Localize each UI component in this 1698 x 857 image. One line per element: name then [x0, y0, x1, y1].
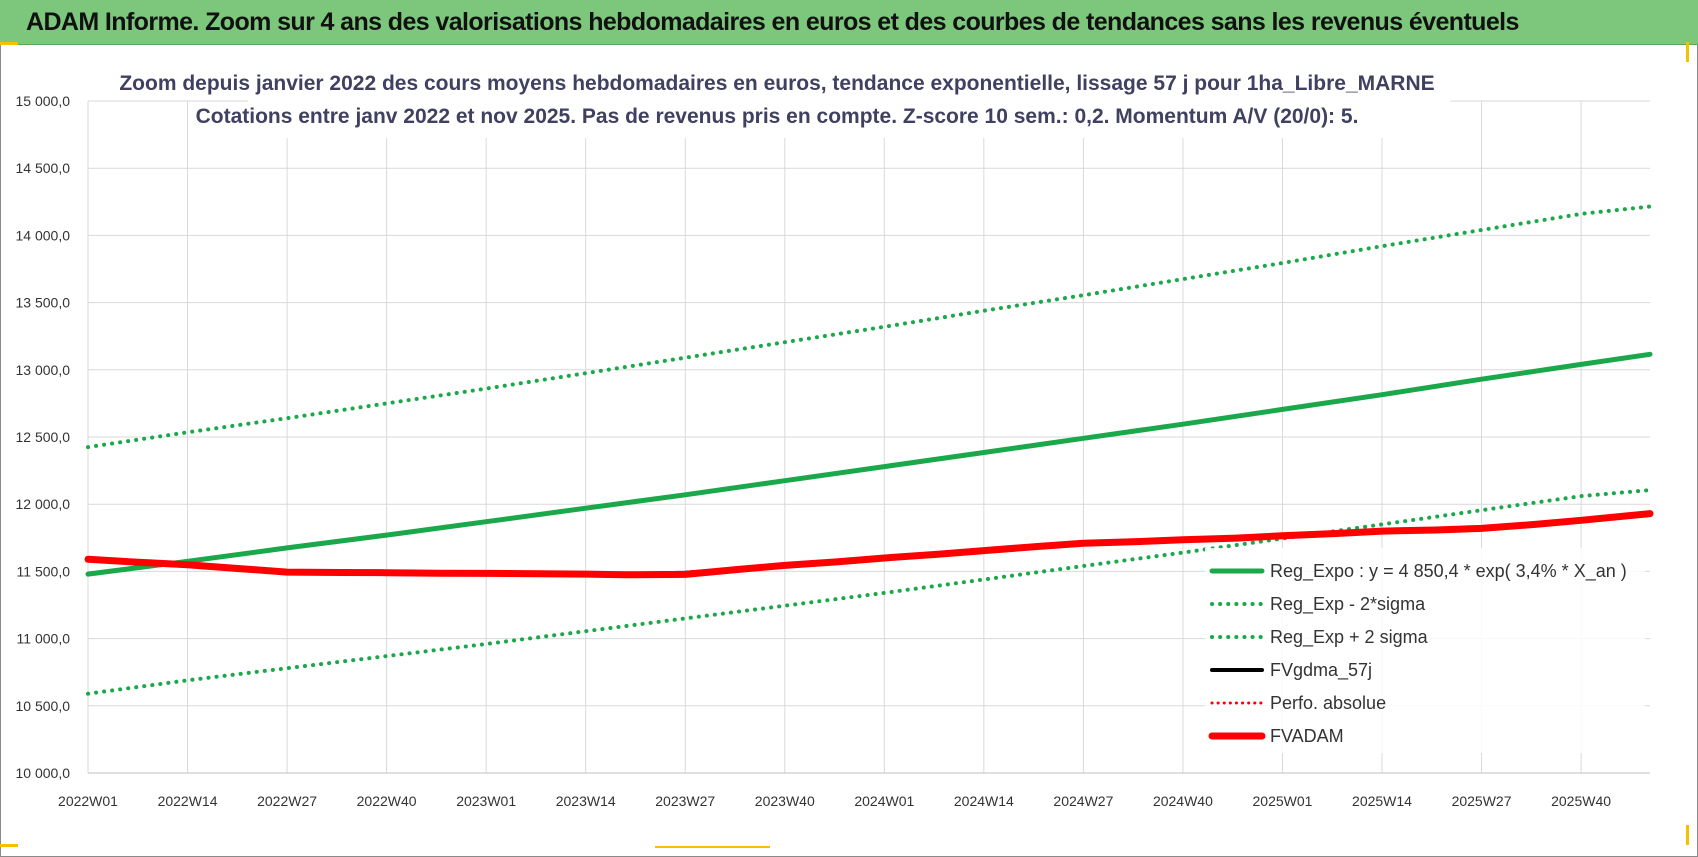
chart-title-line: Zoom depuis janvier 2022 des cours moyen… [119, 72, 1434, 95]
x-tick-label: 2022W01 [58, 793, 118, 809]
x-tick-label: 2022W27 [257, 793, 317, 809]
y-tick-label: 15 000,0 [16, 93, 71, 109]
x-tick-label: 2023W01 [456, 793, 516, 809]
x-tick-label: 2025W14 [1352, 793, 1412, 809]
y-tick-label: 10 500,0 [16, 698, 71, 714]
title-banner: ADAM Informe. Zoom sur 4 ans des valoris… [0, 0, 1698, 45]
y-tick-label: 10 000,0 [16, 765, 71, 781]
legend-label: Reg_Exp + 2 sigma [1270, 627, 1429, 648]
y-tick-label: 13 500,0 [16, 295, 71, 311]
x-tick-label: 2023W40 [755, 793, 815, 809]
x-tick-label: 2024W14 [954, 793, 1014, 809]
legend-label: Reg_Expo : y = 4 850,4 * exp( 3,4% * X_a… [1270, 561, 1627, 582]
y-tick-label: 12 000,0 [16, 496, 71, 512]
x-tick-label: 2023W14 [556, 793, 616, 809]
x-tick-label: 2024W27 [1053, 793, 1113, 809]
y-tick-label: 14 000,0 [16, 227, 71, 243]
y-tick-label: 14 500,0 [16, 160, 71, 176]
x-tick-label: 2024W01 [854, 793, 914, 809]
banner-title: ADAM Informe. Zoom sur 4 ans des valoris… [26, 8, 1519, 36]
series-line [84, 510, 1654, 579]
corner-mark-tr [1686, 42, 1689, 62]
corner-mark-bottom [655, 846, 770, 848]
corner-mark-tl [0, 42, 18, 45]
corner-mark-bl [0, 844, 18, 847]
series-line [85, 351, 1653, 577]
x-tick-label: 2025W40 [1551, 793, 1611, 809]
legend-background [1205, 548, 1645, 753]
legend-label: Perfo. absolue [1270, 693, 1386, 713]
corner-mark-br [1686, 825, 1689, 845]
x-tick-label: 2024W40 [1153, 793, 1213, 809]
chart-title-background [248, 62, 1450, 138]
chart-title-line: Cotations entre janv 2022 et nov 2025. P… [196, 105, 1359, 128]
x-tick-label: 2022W40 [357, 793, 417, 809]
x-tick-label: 2025W01 [1253, 793, 1313, 809]
x-tick-label: 2025W27 [1452, 793, 1512, 809]
y-tick-label: 11 500,0 [17, 563, 71, 579]
legend-label: FVADAM [1270, 726, 1344, 746]
y-tick-label: 12 500,0 [16, 429, 71, 445]
series-line [86, 488, 1652, 696]
legend-label: FVgdma_57j [1270, 660, 1372, 681]
series-line [86, 204, 1652, 450]
y-tick-label: 11 000,0 [17, 631, 71, 647]
x-tick-label: 2022W14 [158, 793, 218, 809]
legend-label: Reg_Exp - 2*sigma [1270, 594, 1426, 615]
y-tick-label: 13 000,0 [16, 362, 71, 378]
x-tick-label: 2023W27 [655, 793, 715, 809]
